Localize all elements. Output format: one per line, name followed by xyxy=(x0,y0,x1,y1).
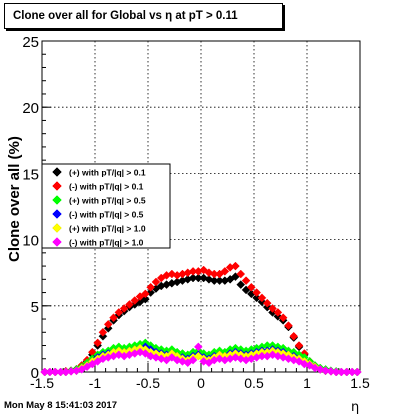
legend-label: (+) with pT/|q| > 0.1 xyxy=(69,168,146,178)
y-tick-label: 0 xyxy=(31,365,39,382)
data-point xyxy=(236,269,246,279)
data-point xyxy=(352,367,362,377)
data-point xyxy=(220,267,230,276)
x-tick-label: -1.5 xyxy=(30,375,54,391)
legend-label: (+) with pT/|q| > 0.5 xyxy=(69,196,146,206)
data-point xyxy=(140,289,150,299)
x-tick-label: 0.5 xyxy=(244,375,264,391)
data-point xyxy=(151,277,161,287)
legend-marker xyxy=(52,167,62,177)
y-tick-label: 20 xyxy=(22,100,39,117)
data-point xyxy=(146,282,156,292)
data-point xyxy=(294,341,304,350)
data-point xyxy=(231,261,240,271)
legend-label: (-) with pT/|q| > 1.0 xyxy=(69,238,144,248)
legend-marker xyxy=(52,209,62,219)
legend-label: (+) with pT/|q| > 1.0 xyxy=(69,224,146,234)
x-tick-label: -0.5 xyxy=(136,375,160,391)
data-point xyxy=(321,366,330,376)
data-point xyxy=(262,298,272,308)
y-tick-label: 5 xyxy=(31,299,39,316)
data-point xyxy=(246,282,256,292)
timestamp: Mon May 8 15:41:03 2017 xyxy=(4,400,118,411)
data-point xyxy=(241,276,251,285)
x-tick-label: 1.5 xyxy=(350,375,370,391)
chart-title-box: Clone over all for Global vs η at pT > 0… xyxy=(4,3,283,29)
x-tick-label: -1 xyxy=(89,375,102,391)
data-point xyxy=(236,280,246,289)
data-point xyxy=(125,300,134,309)
y-tick-label: 15 xyxy=(22,166,39,183)
y-axis-label: Clone over all (%) xyxy=(6,136,23,262)
data-point xyxy=(98,327,108,337)
legend-label: (-) with pT/|q| > 0.5 xyxy=(69,210,144,220)
data-point xyxy=(130,296,140,305)
x-tick-label: 0 xyxy=(197,375,205,391)
legend-label: (-) with pT/|q| > 0.1 xyxy=(69,182,144,192)
data-point xyxy=(103,319,113,329)
data-point xyxy=(273,308,283,317)
legend-marker xyxy=(52,195,62,205)
data-point xyxy=(109,313,118,323)
data-point xyxy=(252,288,262,297)
data-point xyxy=(93,338,103,348)
tick-labels: -1.5 -1 -0.5 0 0.5 1 1.5 0 5 10 15 20 25 xyxy=(22,34,370,391)
data-point xyxy=(119,304,129,313)
legend-marker xyxy=(52,223,62,233)
legend-marker xyxy=(52,237,62,247)
chart-title: Clone over all for Global vs η at pT > 0… xyxy=(13,10,238,22)
legend-box xyxy=(41,163,171,249)
legend-marker xyxy=(52,181,62,191)
y-tick-label: 25 xyxy=(22,34,39,51)
data-point xyxy=(326,366,336,376)
data-point xyxy=(114,308,124,317)
data-point xyxy=(257,293,267,303)
data-point xyxy=(278,313,288,323)
x-tick-label: 1 xyxy=(303,375,311,391)
data-point xyxy=(284,321,293,331)
data-point xyxy=(268,304,277,313)
legend: (+) with pT/|q| > 0.1 (-) with pT/|q| > 0… xyxy=(41,163,171,249)
x-axis-label: η xyxy=(351,400,359,414)
data-point xyxy=(188,355,198,365)
data-point xyxy=(193,342,203,352)
y-tick-label: 10 xyxy=(22,233,39,250)
data-point xyxy=(289,331,299,341)
series-6 xyxy=(40,342,362,377)
data-markers xyxy=(40,261,362,377)
